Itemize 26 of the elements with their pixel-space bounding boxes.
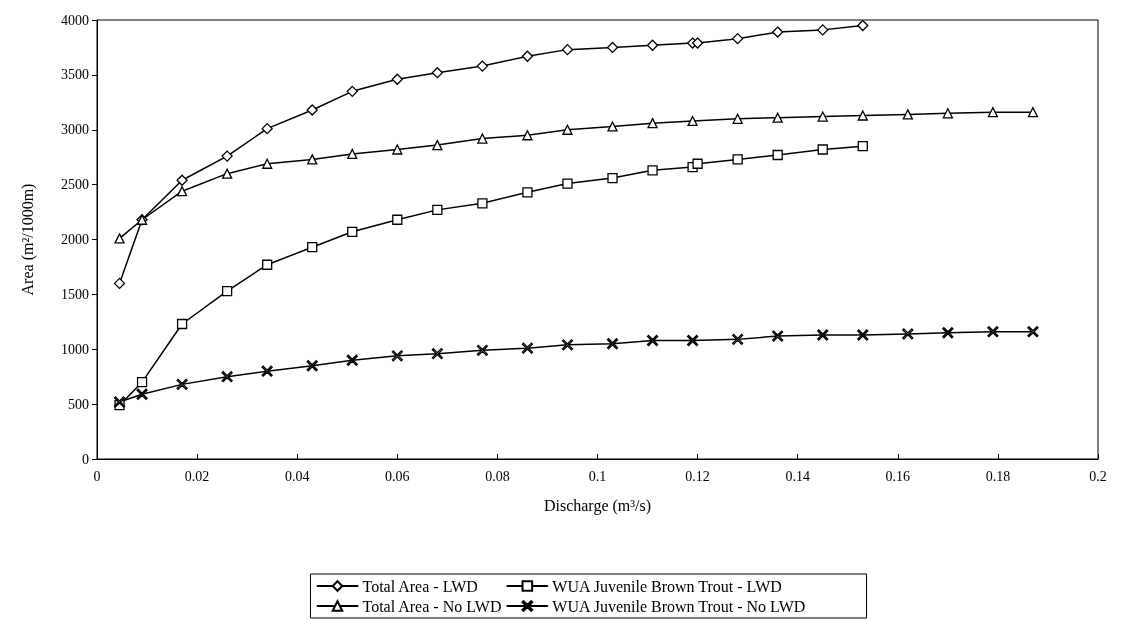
y-tick-label: 2500 — [61, 177, 89, 193]
x-tick-label: 0 — [93, 468, 101, 484]
legend-label: Total Area - No LWD — [362, 597, 502, 615]
x-tick-label: 0.2 — [1089, 468, 1107, 484]
y-tick-label: 1500 — [61, 286, 89, 302]
x-tick-label: 0.12 — [685, 468, 710, 484]
x-tick-label: 0.18 — [985, 468, 1011, 484]
legend-label: Total Area - LWD — [362, 577, 478, 595]
y-tick-label: 2000 — [61, 232, 89, 247]
x-tick-label: 0.08 — [485, 468, 510, 484]
y-axis-title: Area (m²/1000m) — [18, 183, 37, 296]
y-tick-label: 500 — [68, 396, 89, 412]
x-tick-label: 0.04 — [284, 468, 310, 484]
x-tick-label: 0.14 — [785, 468, 810, 484]
x-axis-title: Discharge (m³/s) — [543, 496, 652, 515]
y-tick-label: 1000 — [61, 341, 89, 357]
x-tick-label: 0.06 — [385, 468, 410, 484]
y-tick-label: 4000 — [61, 12, 89, 28]
x-tick-label: 0.16 — [885, 468, 911, 484]
x-tick-label: 0.02 — [184, 468, 210, 484]
legend-label: WUA Juvenile Brown Trout - LWD — [552, 577, 782, 595]
y-tick-label: 3500 — [61, 67, 89, 83]
y-tick-label: 3000 — [61, 122, 89, 138]
x-tick-label: 0.1 — [588, 468, 607, 484]
y-tick-label: 0 — [82, 451, 89, 467]
legend-label: WUA Juvenile Brown Trout - No LWD — [552, 597, 806, 615]
